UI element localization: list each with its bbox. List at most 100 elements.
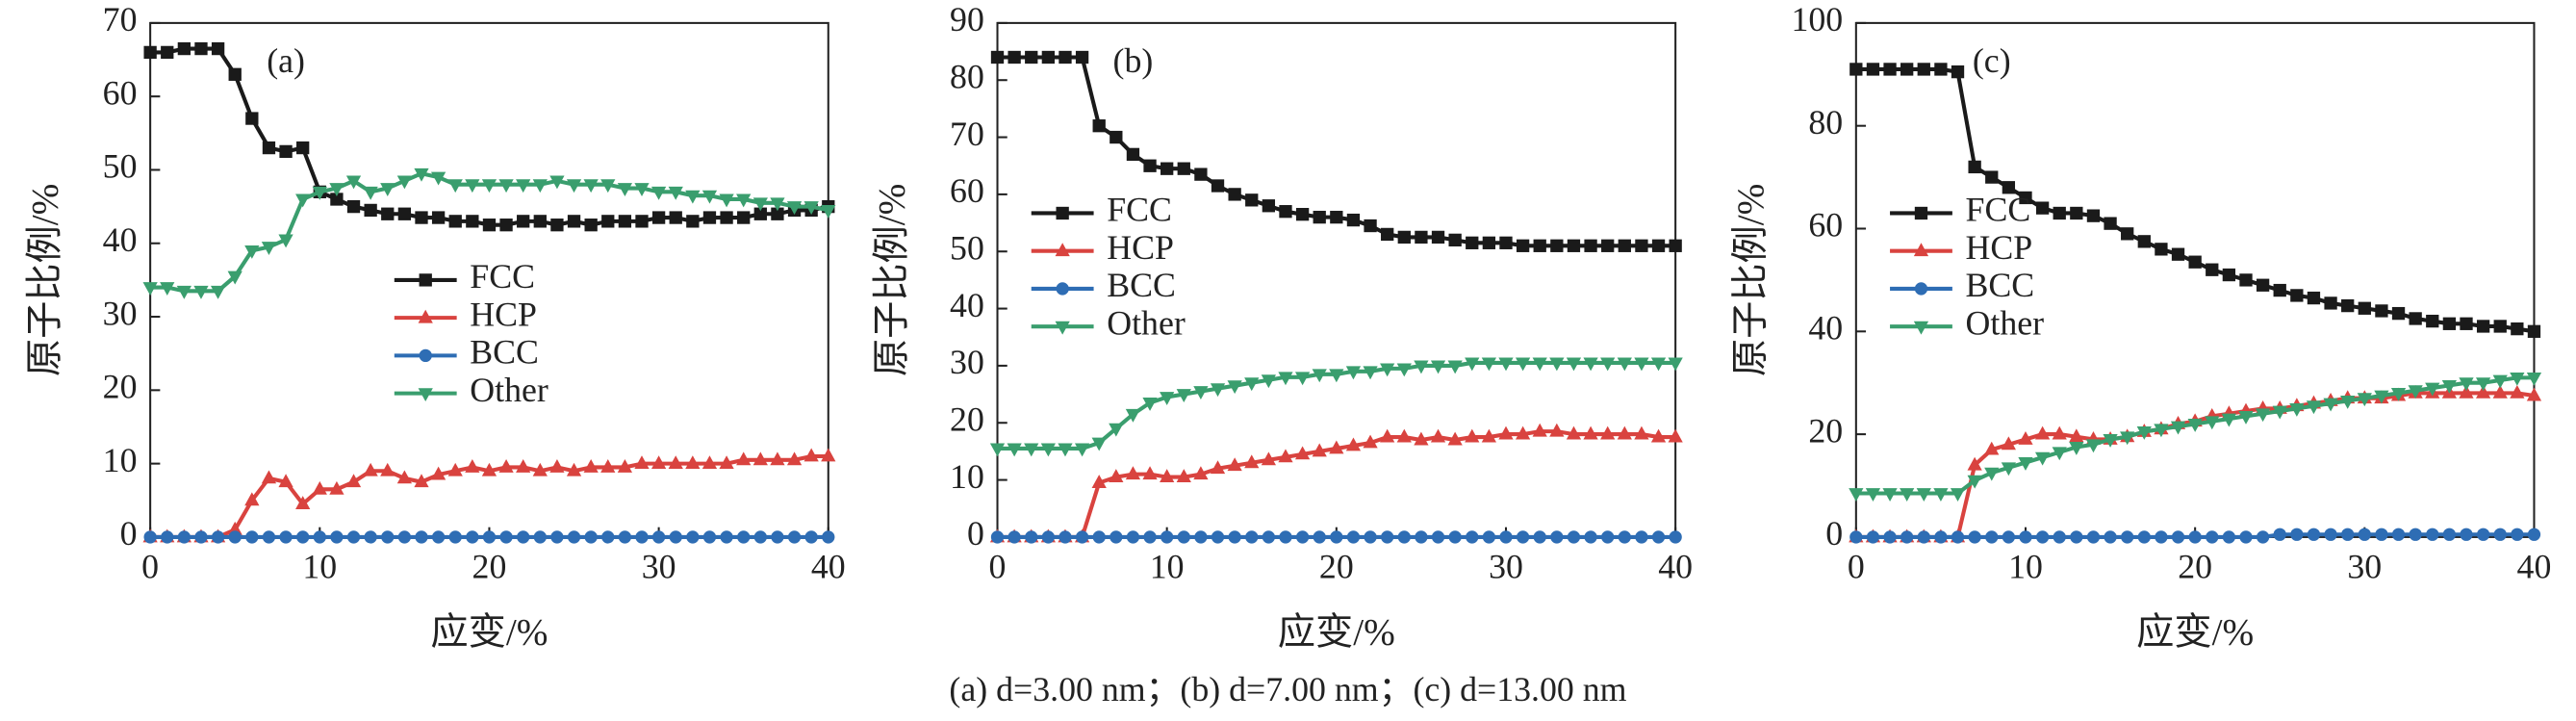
caption: (a) d=3.00 nm；(b) d=7.00 nm；(c) d=13.00 …	[949, 670, 1626, 708]
data-point	[1601, 239, 1615, 252]
data-point	[1651, 239, 1666, 252]
x-tick-label: 0	[989, 547, 1007, 585]
data-point	[380, 462, 395, 476]
data-point	[1279, 205, 1292, 219]
data-point	[1109, 530, 1123, 544]
x-tick-label: 10	[1150, 547, 1185, 585]
data-point	[566, 462, 582, 476]
data-point	[2511, 322, 2524, 336]
data-point	[600, 179, 616, 193]
data-point	[1262, 199, 1276, 213]
data-point	[498, 459, 514, 473]
data-point	[1550, 530, 1564, 544]
data-point	[481, 179, 497, 193]
data-point	[499, 530, 513, 544]
y-tick-label: 0	[120, 514, 138, 553]
legend-marker	[418, 309, 433, 323]
data-point	[1448, 530, 1462, 544]
data-point	[2324, 296, 2337, 310]
data-point	[1968, 530, 1981, 544]
data-point	[2070, 206, 2083, 220]
data-point	[1900, 530, 1914, 544]
data-point	[1549, 357, 1565, 372]
data-point	[1396, 428, 1412, 443]
data-point	[1074, 443, 1090, 457]
data-point	[2104, 530, 2117, 544]
data-point	[1601, 530, 1615, 544]
data-point	[2069, 428, 2084, 443]
data-point	[1917, 63, 1930, 76]
data-point	[2476, 528, 2490, 541]
data-point	[2441, 379, 2458, 394]
data-point	[2086, 209, 2101, 222]
data-point	[2459, 384, 2474, 399]
data-point	[2053, 530, 2066, 544]
data-point	[447, 179, 463, 193]
data-point	[1142, 398, 1158, 411]
data-point	[2307, 291, 2321, 305]
data-point	[2052, 425, 2067, 440]
y-axis-label: 原子比例/%	[24, 184, 65, 377]
data-point	[2002, 530, 2016, 544]
data-point	[737, 211, 751, 224]
data-point	[686, 530, 700, 544]
data-point	[1967, 475, 1982, 489]
data-point	[634, 183, 650, 196]
data-point	[1865, 488, 1881, 502]
data-point	[583, 179, 599, 193]
data-point	[2460, 317, 2473, 330]
data-point	[584, 530, 598, 544]
data-point	[1481, 357, 1496, 372]
data-point	[278, 474, 293, 488]
data-point	[210, 285, 226, 299]
data-point	[753, 530, 767, 544]
y-tick-label: 20	[950, 399, 984, 438]
data-point	[2323, 398, 2338, 412]
data-point	[1866, 63, 1880, 76]
y-tick-label: 40	[950, 286, 984, 324]
data-point	[2527, 324, 2541, 338]
data-point	[2206, 530, 2219, 544]
legend-marker	[418, 388, 433, 402]
data-point	[1499, 530, 1513, 544]
data-point	[2493, 320, 2507, 333]
y-axis-label: 原子比例/%	[872, 184, 913, 377]
data-point	[1650, 357, 1667, 372]
data-point	[549, 459, 565, 473]
data-point	[1313, 210, 1326, 224]
data-point	[2409, 312, 2422, 325]
data-point	[1210, 460, 1226, 475]
data-point	[1849, 530, 1863, 544]
data-point	[2306, 400, 2322, 415]
data-point	[2374, 390, 2389, 404]
data-point	[1465, 428, 1480, 443]
data-point	[2221, 413, 2237, 427]
x-tick-label: 0	[141, 547, 159, 585]
data-point	[396, 175, 412, 190]
data-point	[1447, 431, 1463, 446]
data-point	[2390, 387, 2407, 401]
data-point	[1245, 530, 1259, 544]
data-point	[2238, 410, 2254, 425]
data-point	[245, 530, 259, 544]
data-point	[2034, 451, 2051, 466]
data-point	[719, 455, 734, 470]
data-point	[1984, 467, 2000, 481]
data-point	[719, 193, 734, 208]
data-point	[278, 234, 293, 248]
data-point	[1125, 408, 1141, 423]
legend-marker	[1056, 206, 1069, 220]
data-point	[2289, 402, 2305, 417]
data-point	[1245, 193, 1259, 207]
data-point	[1278, 449, 1293, 463]
data-point	[618, 530, 632, 544]
legend-label: FCC	[1966, 191, 2031, 229]
y-tick-label: 100	[1791, 0, 1843, 39]
data-point	[1583, 357, 1598, 372]
data-point	[228, 67, 242, 81]
data-point	[2526, 372, 2542, 386]
data-point	[668, 455, 683, 470]
data-point	[686, 215, 700, 228]
data-point	[2290, 289, 2304, 302]
data-point	[364, 203, 377, 218]
